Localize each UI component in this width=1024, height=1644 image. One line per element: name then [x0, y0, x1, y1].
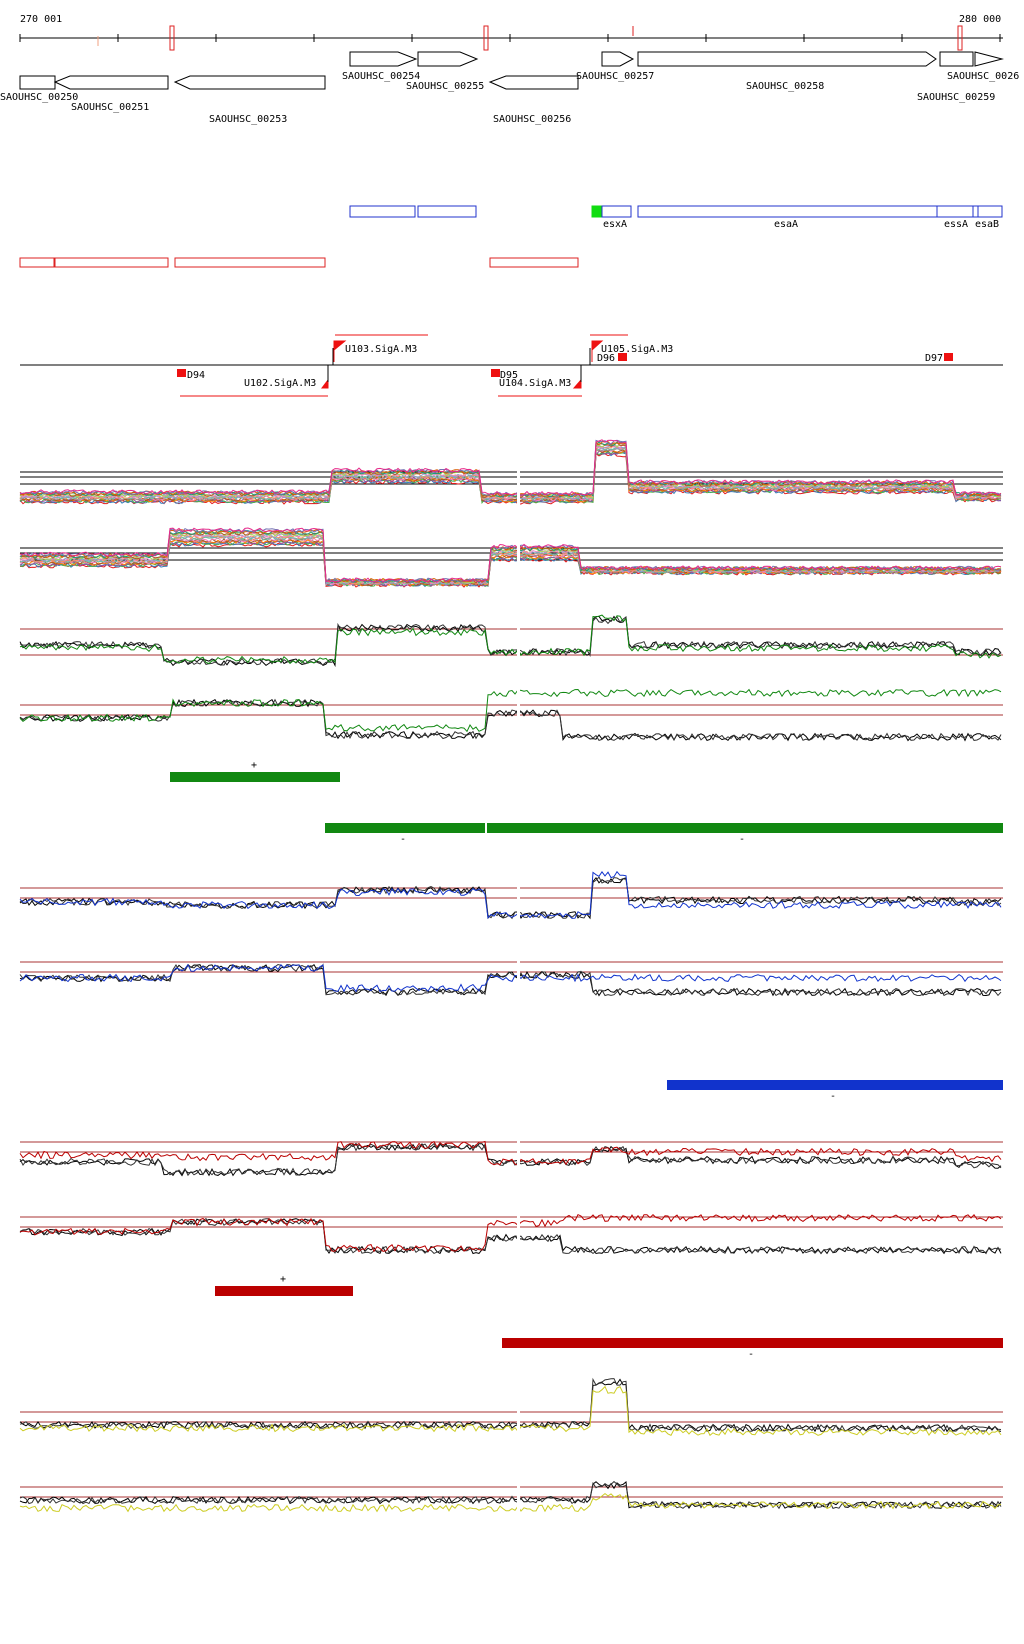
- segment-sign: -: [400, 834, 406, 845]
- segment-bar-red-plus[interactable]: [215, 1286, 353, 1296]
- gene-saouhsc-00250[interactable]: SAOUHSC_00250: [0, 75, 78, 103]
- gene-saouhsc-00256[interactable]: SAOUHSC_00256: [488, 75, 579, 125]
- promoter-terminator-track: U103.SigA.M3 U102.SigA.M3 U105.SigA.M3 U…: [20, 334, 1003, 397]
- blue-annotation-track: esxA esaA essA esaB: [349, 205, 1003, 230]
- segment-sign: +: [251, 760, 257, 771]
- segment-sign: +: [280, 1274, 286, 1285]
- gene-label: SAOUHSC_00251: [71, 102, 149, 113]
- terminator-d96[interactable]: D96: [597, 353, 615, 364]
- gene-label: SAOUHSC_0026: [947, 71, 1019, 82]
- promoter-u102[interactable]: U102.SigA.M3: [244, 378, 316, 389]
- gene-track: SAOUHSC_00250 SAOUHSC_00251 SAOUHSC_0025…: [0, 51, 1019, 125]
- gene-saouhsc-00258[interactable]: SAOUHSC_00258: [637, 51, 937, 92]
- annotation-esxa[interactable]: esxA: [603, 219, 627, 230]
- gene-saouhsc-00255[interactable]: SAOUHSC_00255: [406, 51, 484, 92]
- segment-bars: + - - - + -: [170, 760, 1003, 1360]
- segment-sign: -: [830, 1091, 836, 1102]
- coordinate-start-label: 270 001: [20, 14, 62, 25]
- annotation-esaa[interactable]: esaA: [774, 219, 798, 230]
- gene-label: SAOUHSC_00255: [406, 81, 484, 92]
- gene-saouhsc-00251[interactable]: SAOUHSC_00251: [53, 75, 169, 113]
- gene-saouhsc-00257[interactable]: SAOUHSC_00257: [576, 51, 654, 82]
- terminator-d95[interactable]: D95: [500, 370, 518, 381]
- red-annotation-track: [19, 257, 579, 268]
- gene-label: SAOUHSC_00253: [209, 114, 287, 125]
- promoter-u105[interactable]: U105.SigA.M3: [601, 344, 673, 355]
- coordinate-ruler: 270 001 280 000: [19, 14, 1003, 51]
- segment-bar-green-minus[interactable]: [325, 823, 485, 833]
- gene-label: SAOUHSC_00256: [493, 114, 571, 125]
- gene-saouhsc-00254[interactable]: SAOUHSC_00254: [342, 51, 420, 82]
- gene-label: SAOUHSC_00250: [0, 92, 78, 103]
- segment-sign: -: [748, 1349, 754, 1360]
- promoter-u103[interactable]: U103.SigA.M3: [345, 344, 417, 355]
- terminator-d97[interactable]: D97: [925, 353, 943, 364]
- promoter-u104[interactable]: U104.SigA.M3: [499, 378, 571, 389]
- green-marker: [591, 205, 602, 218]
- coordinate-end-label: 280 000: [959, 14, 1001, 25]
- segment-bar-green-plus[interactable]: [170, 772, 340, 782]
- gene-saouhsc-00259[interactable]: SAOUHSC_00259: [917, 92, 995, 103]
- segment-bar-red-minus[interactable]: [502, 1338, 1003, 1348]
- gene-label: SAOUHSC_00259: [917, 92, 995, 103]
- segment-bar-blue-minus[interactable]: [667, 1080, 1003, 1090]
- gene-saouhsc-0026x[interactable]: SAOUHSC_0026: [939, 51, 1019, 82]
- gene-saouhsc-00253[interactable]: SAOUHSC_00253: [173, 75, 326, 125]
- gene-label: SAOUHSC_00254: [342, 71, 420, 82]
- gene-label: SAOUHSC_00258: [746, 81, 824, 92]
- segment-bar-green-minus[interactable]: [487, 823, 1003, 833]
- annotation-essa[interactable]: essA: [944, 219, 968, 230]
- gene-label: SAOUHSC_00257: [576, 71, 654, 82]
- annotation-esab[interactable]: esaB: [975, 219, 999, 230]
- terminator-d94[interactable]: D94: [187, 370, 205, 381]
- expression-tracks: [19, 439, 1003, 1525]
- segment-sign: -: [739, 834, 745, 845]
